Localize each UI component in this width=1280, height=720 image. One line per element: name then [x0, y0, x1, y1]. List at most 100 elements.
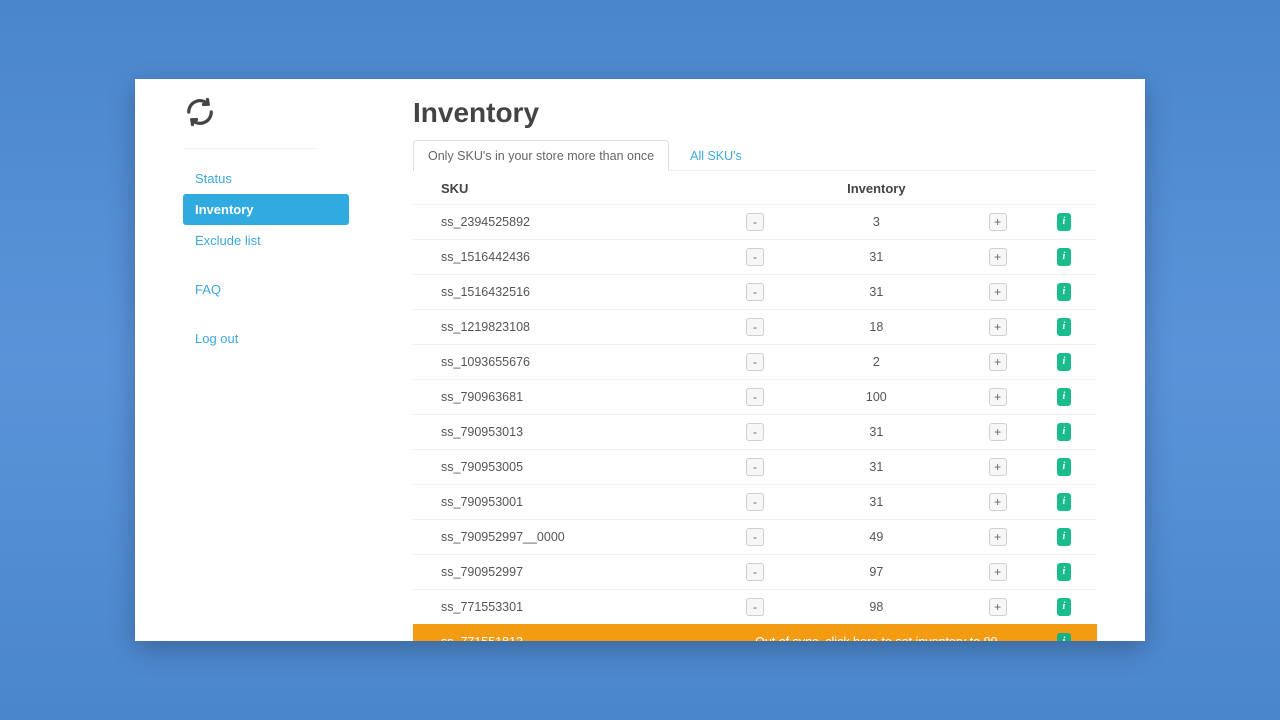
decrement-button[interactable]: -	[746, 528, 764, 546]
cell-inventory: 31	[788, 240, 965, 275]
increment-button[interactable]: +	[989, 353, 1007, 371]
table-row: ss_1219823108-18+i	[413, 310, 1097, 345]
cell-inventory: 31	[788, 485, 965, 520]
info-button[interactable]: i	[1057, 353, 1071, 371]
increment-button[interactable]: +	[989, 213, 1007, 231]
cell-inventory: 49	[788, 520, 965, 555]
nav-item-inventory[interactable]: Inventory	[183, 194, 349, 225]
cell-sku: ss_771553301	[413, 590, 722, 625]
info-button[interactable]: i	[1057, 563, 1071, 581]
increment-button[interactable]: +	[989, 318, 1007, 336]
sidebar: Status Inventory Exclude list FAQ Log ou…	[135, 79, 365, 641]
cell-info: i	[1031, 275, 1097, 310]
cell-increment: +	[965, 240, 1031, 275]
cell-info: i	[1031, 380, 1097, 415]
decrement-button[interactable]: -	[746, 493, 764, 511]
cell-sku: ss_771551813	[413, 625, 722, 642]
cell-sku: ss_790952997	[413, 555, 722, 590]
info-button[interactable]: i	[1057, 283, 1071, 301]
cell-sku: ss_2394525892	[413, 205, 722, 240]
sync-icon	[185, 97, 215, 127]
cell-increment: +	[965, 380, 1031, 415]
cell-out-of-sync-message[interactable]: Out of sync, click here to set inventory…	[722, 625, 1031, 642]
cell-inventory: 98	[788, 590, 965, 625]
cell-increment: +	[965, 590, 1031, 625]
table-row: ss_2394525892 - 3 + i	[413, 205, 1097, 240]
table-row: ss_1516432516-31+i	[413, 275, 1097, 310]
col-header-minus	[722, 171, 788, 205]
tab-duplicate-skus[interactable]: Only SKU's in your store more than once	[413, 140, 669, 171]
info-button[interactable]: i	[1057, 388, 1071, 406]
table-body: ss_2394525892-3+iss_1516442436-31+iss_15…	[413, 205, 1097, 642]
tab-all-skus[interactable]: All SKU's	[675, 140, 757, 171]
nav-item-faq[interactable]: FAQ	[183, 274, 349, 305]
increment-button[interactable]: +	[989, 283, 1007, 301]
table-header-row: SKU Inventory	[413, 171, 1097, 205]
cell-info: i	[1031, 590, 1097, 625]
logo-wrap	[135, 97, 365, 144]
decrement-button[interactable]: -	[746, 318, 764, 336]
cell-decrement: -	[722, 310, 788, 345]
increment-button[interactable]: +	[989, 423, 1007, 441]
inventory-table: SKU Inventory ss_2394525892-3+iss_151644…	[413, 171, 1097, 641]
cell-decrement: -	[722, 380, 788, 415]
increment-button[interactable]: +	[989, 598, 1007, 616]
cell-increment: +	[965, 485, 1031, 520]
increment-button[interactable]: +	[989, 458, 1007, 476]
cell-decrement: -	[722, 485, 788, 520]
cell-sku: ss_790952997__0000	[413, 520, 722, 555]
cell-increment: +	[965, 310, 1031, 345]
cell-increment: +	[965, 415, 1031, 450]
cell-info: i	[1031, 240, 1097, 275]
app-card: Status Inventory Exclude list FAQ Log ou…	[135, 79, 1145, 641]
increment-button[interactable]: +	[989, 493, 1007, 511]
cell-increment: +	[965, 345, 1031, 380]
decrement-button[interactable]: -	[746, 563, 764, 581]
cell-sku: ss_790953013	[413, 415, 722, 450]
info-button[interactable]: i	[1057, 598, 1071, 616]
table-row: ss_790963681-100+i	[413, 380, 1097, 415]
info-button[interactable]: i	[1057, 423, 1071, 441]
table-row: ss_790953001-31+i	[413, 485, 1097, 520]
col-header-sku: SKU	[413, 171, 722, 205]
nav-item-logout[interactable]: Log out	[183, 323, 349, 354]
cell-inventory: 3	[788, 205, 965, 240]
increment-button[interactable]: +	[989, 528, 1007, 546]
cell-decrement: -	[722, 345, 788, 380]
info-button[interactable]: i	[1057, 458, 1071, 476]
table-row: ss_790953005-31+i	[413, 450, 1097, 485]
info-button[interactable]: i	[1057, 318, 1071, 336]
increment-button[interactable]: +	[989, 248, 1007, 266]
table-row: ss_790953013-31+i	[413, 415, 1097, 450]
info-button[interactable]: i	[1057, 213, 1071, 231]
decrement-button[interactable]: -	[746, 213, 764, 231]
decrement-button[interactable]: -	[746, 388, 764, 406]
increment-button[interactable]: +	[989, 563, 1007, 581]
cell-inventory: 31	[788, 275, 965, 310]
decrement-button[interactable]: -	[746, 353, 764, 371]
decrement-button[interactable]: -	[746, 598, 764, 616]
cell-sku: ss_790953005	[413, 450, 722, 485]
info-button[interactable]: i	[1057, 528, 1071, 546]
info-button[interactable]: i	[1057, 493, 1071, 511]
decrement-button[interactable]: -	[746, 248, 764, 266]
cell-info: i	[1031, 310, 1097, 345]
increment-button[interactable]: +	[989, 388, 1007, 406]
info-button[interactable]: i	[1057, 248, 1071, 266]
nav-primary: Status Inventory Exclude list FAQ Log ou…	[135, 163, 365, 354]
cell-decrement: -	[722, 415, 788, 450]
nav-item-status[interactable]: Status	[183, 163, 349, 194]
table-row[interactable]: ss_771551813Out of sync, click here to s…	[413, 625, 1097, 642]
cell-increment: +	[965, 450, 1031, 485]
cell-increment: +	[965, 520, 1031, 555]
cell-increment: +	[965, 555, 1031, 590]
decrement-button[interactable]: -	[746, 458, 764, 476]
decrement-button[interactable]: -	[746, 283, 764, 301]
page-title: Inventory	[413, 97, 1097, 129]
cell-decrement: -	[722, 590, 788, 625]
table-row: ss_1093655676-2+i	[413, 345, 1097, 380]
decrement-button[interactable]: -	[746, 423, 764, 441]
nav-item-exclude-list[interactable]: Exclude list	[183, 225, 349, 256]
info-button[interactable]: i	[1057, 633, 1071, 641]
cell-decrement: -	[722, 205, 788, 240]
